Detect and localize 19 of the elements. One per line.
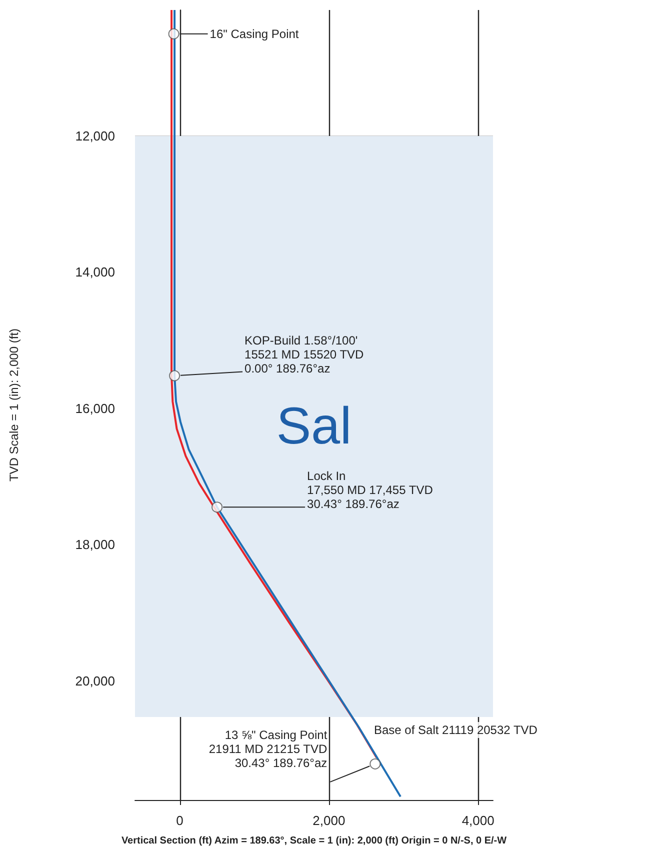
annotation: Lock In 17,550 MD 17,455 TVD 30.43° 189.76°az	[307, 469, 434, 512]
y-axis-title: TVD Scale = 1 (in): 2,000 (ft)	[7, 328, 21, 482]
x-axis-title: Vertical Section (ft) Azim = 189.63°, Scale = 1 (in): 2,000 (ft) Origin = 0 N/-S, 0 E/-W	[121, 836, 508, 846]
y-tick-label: 18,000	[75, 537, 115, 552]
y-tick-label: 16,000	[75, 400, 115, 416]
annotation: KOP-Build 1.58°/100' 15521 MD 15520 TVD 0.00° 189.76°az	[244, 334, 364, 376]
point	[169, 370, 180, 382]
point	[168, 28, 180, 40]
x-tick-label: 2,000	[312, 813, 346, 828]
annotation: 13 ⅝" Casing Point 21911 MD 21215 TVD 30.43° 189.76°az	[208, 728, 328, 770]
x-tick-label: 4,000	[462, 813, 494, 828]
point	[212, 502, 223, 513]
y-tick-label: 14,000	[75, 264, 115, 280]
annotation: Base of Salt 21119 20532 TVD	[374, 723, 538, 737]
band-label: Sal	[276, 398, 352, 456]
annotation: 16" Casing Point	[210, 26, 300, 41]
y-tick-label: 12,000	[75, 128, 115, 144]
x-tick-label: 0	[176, 813, 184, 828]
y-tick-label: 20,000	[75, 673, 115, 688]
